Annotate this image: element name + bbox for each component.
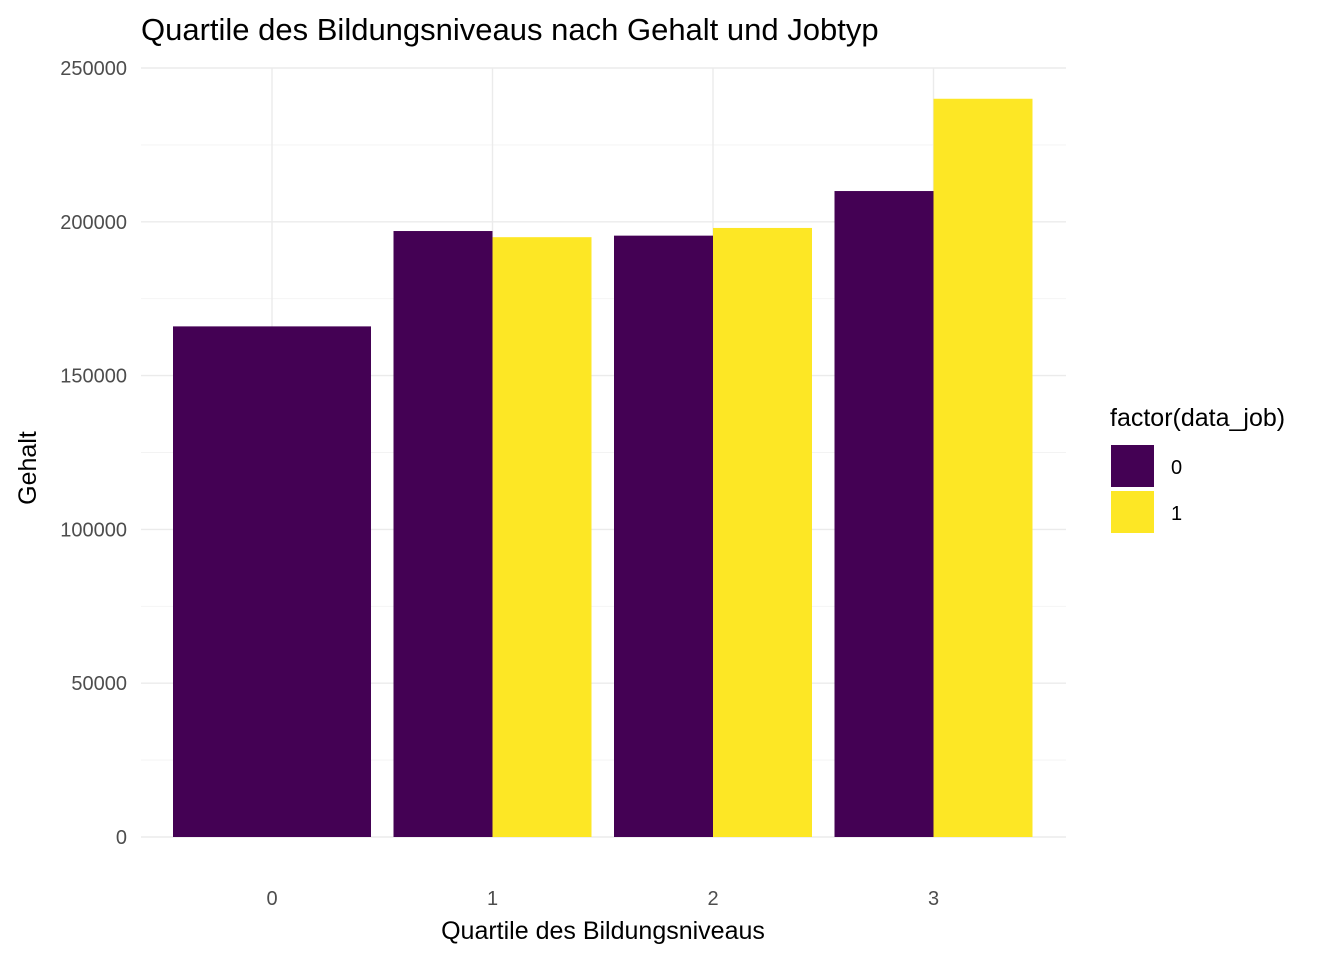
x-axis-title: Quartile des Bildungsniveaus [441,917,765,945]
legend-title: factor(data_job) [1110,404,1285,432]
y-tick-label: 50000 [71,673,127,695]
y-tick-label: 150000 [60,366,127,388]
y-tick-label: 200000 [60,212,127,234]
bar-3-series-0 [834,191,934,838]
legend-swatch-0 [1111,445,1154,487]
bar-3-series-1 [933,98,1033,837]
legend-label-0: 0 [1171,457,1182,479]
y-tick-label: 100000 [60,519,127,541]
bar-2-series-1 [713,227,812,837]
x-tick-label: 2 [707,888,718,910]
legend-swatch-1 [1111,491,1154,533]
bar-1-series-0 [393,231,493,837]
x-tick-label: 1 [487,888,498,910]
legend: factor(data_job) 01 [1110,404,1285,533]
y-tick-label: 0 [116,827,127,849]
x-tick-label: 0 [266,888,277,910]
legend-label-1: 1 [1171,503,1182,525]
bar-2-series-0 [614,235,713,838]
bars [173,98,1033,838]
x-axis-ticks: 0 1 2 3 [266,888,939,910]
y-axis-title: Gehalt [14,431,42,505]
chart-title: Quartile des Bildungsniveaus nach Gehalt… [141,12,879,47]
legend-items: 01 [1111,445,1182,533]
y-tick-label: 250000 [60,58,127,80]
y-axis-ticks: 0 50000 100000 150000 200000 250000 [60,58,127,849]
bar-0-series-0 [173,326,371,837]
x-tick-label: 3 [928,888,939,910]
bar-1-series-1 [492,237,592,837]
